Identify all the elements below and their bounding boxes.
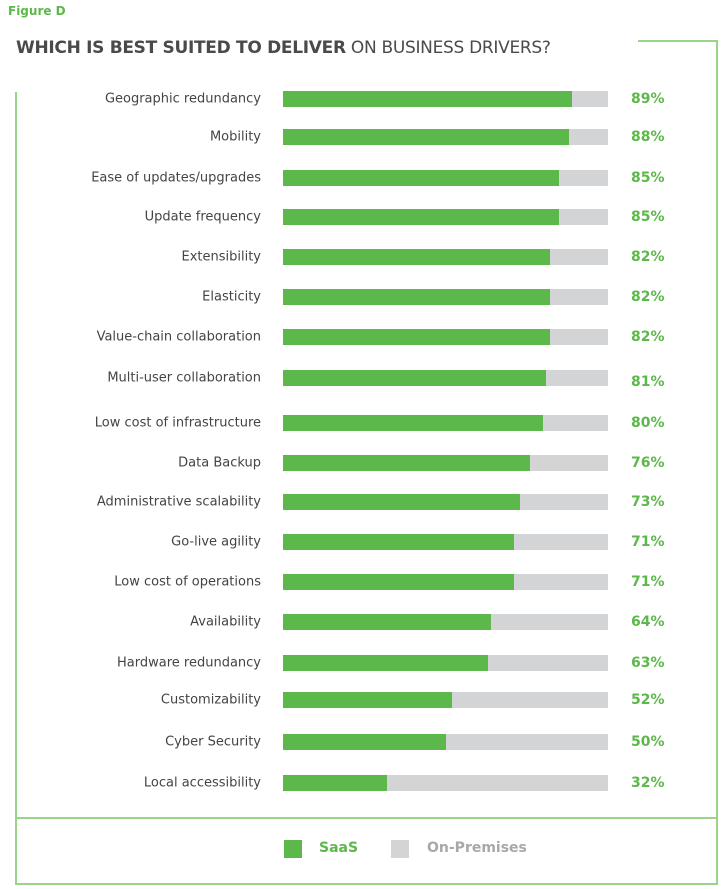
data-label: 85% <box>631 209 665 225</box>
data-label: 88% <box>631 129 665 145</box>
data-label: 85% <box>631 170 665 186</box>
data-label: 63% <box>631 655 665 671</box>
bar-saas <box>283 415 543 431</box>
bar-on-premises <box>283 534 608 550</box>
bar-saas <box>283 209 560 225</box>
data-label: 73% <box>631 494 665 510</box>
data-label: 52% <box>631 692 665 708</box>
category-label: Local accessibility <box>143 775 261 791</box>
data-label: 76% <box>631 455 665 471</box>
data-label: 89% <box>631 91 665 107</box>
bar-on-premises <box>283 415 608 431</box>
title-light: ON BUSINESS DRIVERS? <box>345 38 551 58</box>
bar-on-premises <box>283 574 608 590</box>
bar-on-premises <box>283 329 608 345</box>
legend-swatch-on-premises <box>391 840 409 858</box>
bar-on-premises <box>283 614 608 630</box>
frame-bottom <box>15 883 718 885</box>
category-label: Multi-user collaboration <box>107 370 261 386</box>
bar-on-premises <box>283 494 608 510</box>
bar-saas <box>283 329 550 345</box>
bar-on-premises <box>283 209 608 225</box>
frame-top <box>638 40 718 42</box>
legend-swatch-saas <box>284 840 302 858</box>
category-label: Low cost of infrastructure <box>94 415 261 431</box>
bar-saas <box>283 494 521 510</box>
data-label: 82% <box>631 289 665 305</box>
legend-divider <box>15 817 718 819</box>
bar-saas <box>283 170 560 186</box>
data-label: 80% <box>631 415 665 431</box>
bar-saas <box>283 614 491 630</box>
category-label: Geographic redundancy <box>104 91 261 107</box>
bar-on-premises <box>283 170 608 186</box>
bar-saas <box>283 249 550 265</box>
legend-label-saas: SaaS <box>319 840 359 856</box>
frame-left <box>15 92 17 885</box>
bar-on-premises <box>283 370 608 386</box>
category-label: Elasticity <box>202 289 261 305</box>
data-label: 32% <box>631 775 665 791</box>
category-label: Hardware redundancy <box>117 655 261 671</box>
bar-saas <box>283 129 569 145</box>
bar-on-premises <box>283 289 608 305</box>
chart-title: WHICH IS BEST SUITED TO DELIVER ON BUSIN… <box>16 38 551 58</box>
figure-label: Figure D <box>8 4 66 18</box>
category-label: Cyber Security <box>165 734 261 750</box>
bar-saas <box>283 534 514 550</box>
bar-on-premises <box>283 249 608 265</box>
data-label: 82% <box>631 329 665 345</box>
data-label: 82% <box>631 249 665 265</box>
data-label: 71% <box>631 534 665 550</box>
bar-saas <box>283 370 547 386</box>
category-label: Value-chain collaboration <box>96 329 261 345</box>
category-label: Availability <box>190 614 261 630</box>
bar-saas <box>283 574 514 590</box>
category-label: Data Backup <box>178 455 261 471</box>
data-label: 50% <box>631 734 665 750</box>
legend-label-on-premises: On-Premises <box>427 840 527 856</box>
category-label: Update frequency <box>144 209 261 225</box>
bar-saas <box>283 289 550 305</box>
category-label: Mobility <box>209 129 261 145</box>
category-label: Extensibility <box>181 249 261 265</box>
bar-on-premises <box>283 734 608 750</box>
bar-saas <box>283 455 530 471</box>
bar-on-premises <box>283 91 608 107</box>
data-label: 81% <box>631 374 665 390</box>
bar-saas <box>283 655 488 671</box>
bar-on-premises <box>283 455 608 471</box>
bar-saas <box>283 91 573 107</box>
bar-on-premises <box>283 129 608 145</box>
data-label: 64% <box>631 614 665 630</box>
bar-saas <box>283 692 452 708</box>
category-label: Customizability <box>160 692 261 708</box>
bar-saas <box>283 734 446 750</box>
bar-on-premises <box>283 775 608 791</box>
bar-on-premises <box>283 692 608 708</box>
category-label: Administrative scalability <box>96 494 261 510</box>
category-label: Go-live agility <box>171 534 261 550</box>
category-label: Low cost of operations <box>114 574 261 590</box>
bar-on-premises <box>283 655 608 671</box>
data-label: 71% <box>631 574 665 590</box>
frame-right <box>716 40 718 885</box>
category-label: Ease of updates/upgrades <box>91 170 261 186</box>
title-bold: WHICH IS BEST SUITED TO DELIVER <box>16 38 346 58</box>
bar-saas <box>283 775 387 791</box>
